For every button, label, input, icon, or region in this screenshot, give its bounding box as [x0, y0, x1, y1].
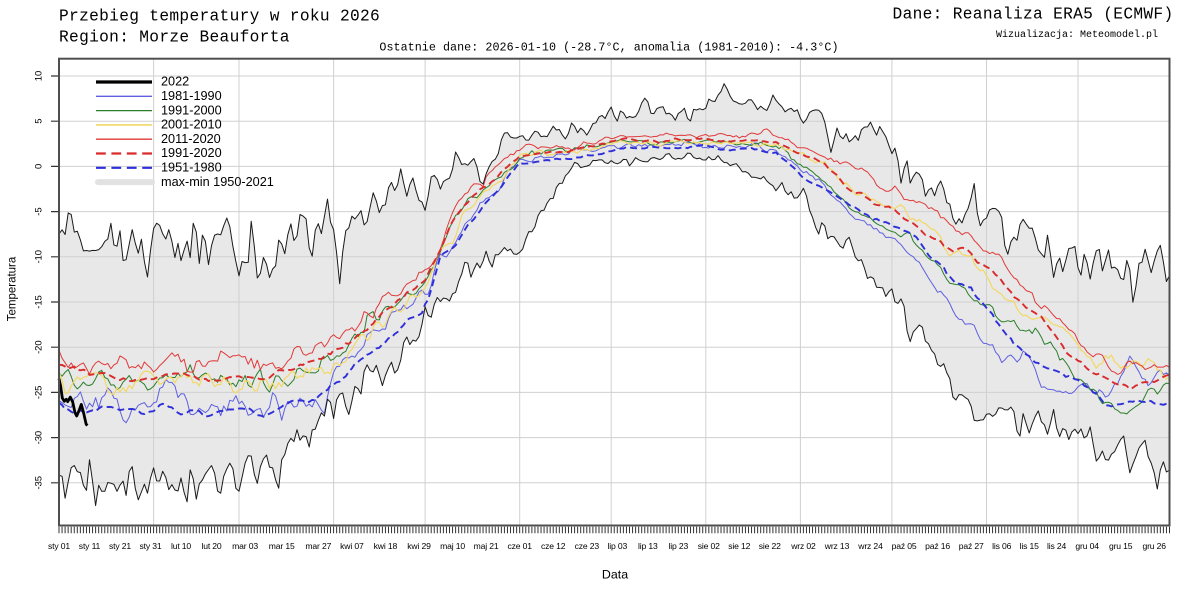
svg-text:lis 24: lis 24 — [1047, 541, 1067, 551]
svg-text:0: 0 — [34, 164, 45, 169]
svg-text:sie 12: sie 12 — [728, 541, 750, 551]
svg-text:kwi 29: kwi 29 — [407, 541, 431, 551]
svg-text:Przebieg temperatury w roku 20: Przebieg temperatury w roku 2026 — [59, 8, 380, 26]
svg-text:2011-2020: 2011-2020 — [161, 132, 221, 146]
svg-text:sty 21: sty 21 — [109, 541, 131, 551]
svg-text:lut 20: lut 20 — [201, 541, 221, 551]
svg-text:cze 01: cze 01 — [507, 541, 532, 551]
svg-text:10: 10 — [34, 71, 45, 81]
svg-text:2001-2010: 2001-2010 — [161, 118, 222, 132]
svg-text:lip 13: lip 13 — [638, 541, 658, 551]
svg-text:paź 16: paź 16 — [925, 541, 950, 551]
svg-text:-10: -10 — [34, 250, 45, 263]
svg-text:sty 11: sty 11 — [79, 541, 101, 551]
svg-text:-5: -5 — [34, 207, 45, 215]
svg-text:paź 05: paź 05 — [892, 541, 917, 551]
svg-text:2022: 2022 — [161, 75, 189, 89]
svg-text:5: 5 — [34, 119, 45, 124]
svg-text:Temperatura: Temperatura — [7, 256, 19, 321]
svg-text:Ostatnie dane: 2026-01-10 (-28: Ostatnie dane: 2026-01-10 (-28.7°C, anom… — [379, 41, 838, 55]
svg-text:lis 06: lis 06 — [992, 541, 1012, 551]
svg-text:-20: -20 — [34, 340, 45, 353]
svg-text:lut 10: lut 10 — [171, 541, 191, 551]
svg-text:cze 23: cze 23 — [575, 541, 600, 551]
svg-text:kwi 18: kwi 18 — [374, 541, 398, 551]
svg-text:sie 22: sie 22 — [759, 541, 781, 551]
svg-text:gru 26: gru 26 — [1142, 541, 1166, 551]
svg-text:maj 21: maj 21 — [474, 541, 499, 551]
svg-text:mar 27: mar 27 — [305, 541, 331, 551]
svg-text:-35: -35 — [34, 476, 45, 489]
svg-text:paź 27: paź 27 — [959, 541, 984, 551]
svg-text:Data: Data — [602, 568, 628, 582]
svg-text:lis 15: lis 15 — [1020, 541, 1040, 551]
svg-text:gru 04: gru 04 — [1075, 541, 1099, 551]
svg-text:Wizualizacja: Meteomodel.pl: Wizualizacja: Meteomodel.pl — [996, 29, 1158, 41]
svg-text:cze 12: cze 12 — [541, 541, 566, 551]
svg-text:Dane: Reanaliza ERA5 (ECMWF): Dane: Reanaliza ERA5 (ECMWF) — [893, 6, 1174, 24]
svg-text:wrz 24: wrz 24 — [857, 541, 883, 551]
svg-text:-25: -25 — [34, 386, 45, 399]
svg-text:Region: Morze Beauforta: Region: Morze Beauforta — [59, 29, 290, 47]
svg-text:mar 15: mar 15 — [269, 541, 295, 551]
svg-text:1981-1990: 1981-1990 — [161, 89, 222, 103]
svg-text:lip 23: lip 23 — [668, 541, 688, 551]
svg-text:sie 02: sie 02 — [698, 541, 720, 551]
svg-text:-15: -15 — [34, 295, 45, 308]
svg-text:1991-2000: 1991-2000 — [161, 103, 222, 117]
svg-text:1951-1980: 1951-1980 — [161, 161, 222, 175]
svg-text:maj 10: maj 10 — [440, 541, 465, 551]
svg-text:sty 31: sty 31 — [139, 541, 161, 551]
svg-text:gru 15: gru 15 — [1109, 541, 1133, 551]
svg-text:mar 03: mar 03 — [232, 541, 258, 551]
svg-text:lip 03: lip 03 — [607, 541, 627, 551]
svg-text:wrz 13: wrz 13 — [824, 541, 850, 551]
svg-text:kwi 07: kwi 07 — [340, 541, 364, 551]
svg-text:sty 01: sty 01 — [48, 541, 70, 551]
svg-text:wrz 02: wrz 02 — [790, 541, 816, 551]
svg-text:-30: -30 — [34, 431, 45, 444]
svg-text:max-min 1950-2021: max-min 1950-2021 — [161, 175, 274, 189]
svg-text:1991-2020: 1991-2020 — [161, 146, 222, 160]
